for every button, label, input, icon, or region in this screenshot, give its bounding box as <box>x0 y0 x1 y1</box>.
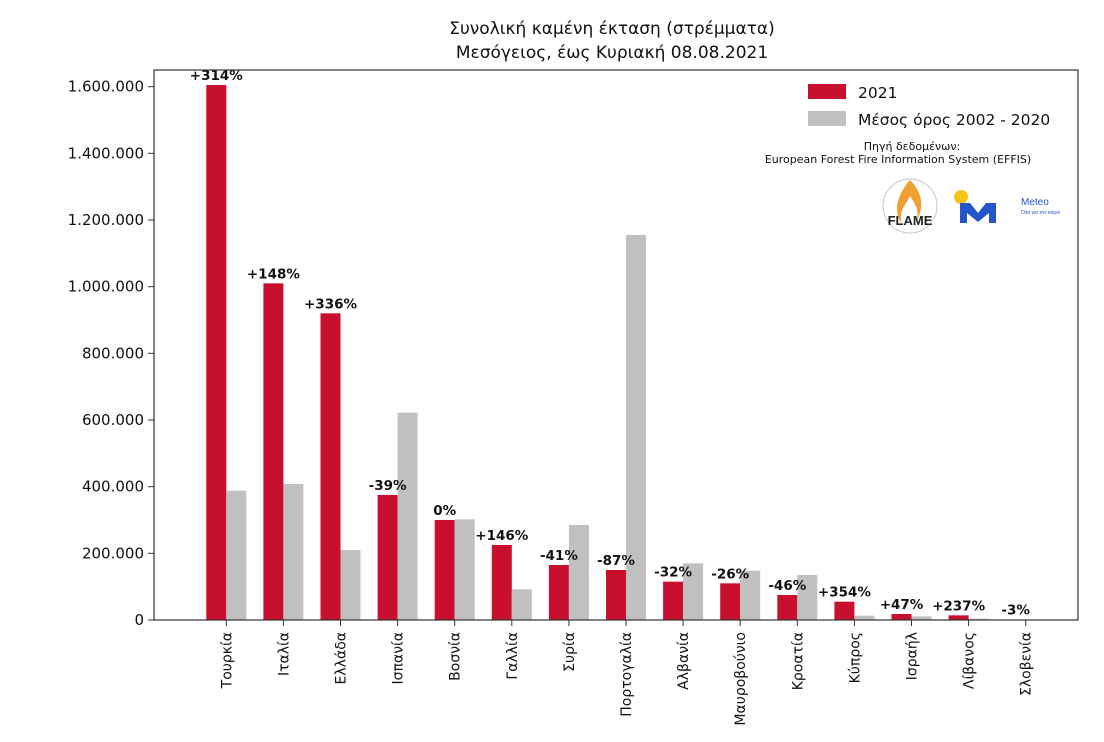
x-tick-label: Γαλλία <box>505 632 521 680</box>
bar-2021 <box>263 283 284 620</box>
data-label-change: +148% <box>247 266 300 282</box>
bar-average <box>854 615 875 620</box>
source-heading: Πηγή δεδομένων: <box>864 140 961 153</box>
data-label-change: +314% <box>190 68 243 84</box>
bar-2021 <box>377 495 398 620</box>
bar-average <box>568 525 589 620</box>
data-label-change: +336% <box>304 296 357 312</box>
bar-average <box>226 490 247 620</box>
legend: 2021 Μέσος όρος 2002 - 2020 <box>808 84 1050 129</box>
bar-average <box>454 519 475 620</box>
x-axis: Τουρκία Ιταλία Ελλάδα Ισπανία Βοσνία Γαλλία Συ… <box>219 620 1035 726</box>
flame-icon <box>897 180 922 224</box>
data-label-change: +47% <box>880 597 924 613</box>
legend-swatch-2021 <box>808 84 846 99</box>
data-label-change: -46% <box>768 578 806 594</box>
meteo-m-icon <box>960 203 996 223</box>
meteo-logo: Meteo Όλα για τον καιρό <box>954 190 1060 223</box>
bar-2021 <box>491 545 512 620</box>
plot-frame <box>153 69 1079 621</box>
x-tick-label: Ιταλία <box>276 632 292 676</box>
bar-2021 <box>663 581 684 620</box>
legend-swatch-average <box>808 111 846 126</box>
bar-average <box>797 575 818 620</box>
x-tick-label: Λίβανος <box>962 632 978 689</box>
x-tick-label: Ισραήλ <box>905 632 921 680</box>
bar-2021 <box>834 601 855 620</box>
chart-subtitle: Μεσόγειος, έως Κυριακή 08.08.2021 <box>456 43 768 63</box>
bar-average <box>740 570 761 620</box>
bar-average <box>683 563 704 620</box>
x-tick-label: Κροατία <box>790 632 806 690</box>
bar-average <box>511 589 532 620</box>
legend-label-average: Μέσος όρος 2002 - 2020 <box>858 111 1050 129</box>
meteo-sun-icon <box>954 190 968 204</box>
x-tick-label: Τουρκία <box>219 632 235 689</box>
x-tick-label: Πορτογαλία <box>619 632 635 717</box>
x-tick-label: Αλβανία <box>676 632 692 690</box>
bar-average <box>283 484 304 620</box>
data-label-change: +237% <box>932 598 985 614</box>
data-labels-layer: +314% +148%+336% -39% 0% +146% -41% -87% -32% -2… <box>190 68 1031 619</box>
y-tick-label: 0 <box>134 611 144 629</box>
data-label-change: +354% <box>818 585 871 601</box>
x-tick-label: Μαυροβούνιο <box>733 632 749 726</box>
y-tick-label: 1.000.000 <box>68 278 144 296</box>
y-tick-label: 1.400.000 <box>68 144 144 162</box>
bar-2021 <box>720 583 741 620</box>
data-label-change: -39% <box>369 478 407 494</box>
bar-2021 <box>548 565 569 620</box>
flame-logo-ring <box>882 178 938 234</box>
source-text: European Forest Fire Information System … <box>765 153 1031 166</box>
x-tick-label: Βοσνία <box>448 632 464 681</box>
x-tick-label: Κύπρος <box>847 632 863 683</box>
y-tick-label: 600.000 <box>82 411 144 429</box>
bar-2021 <box>320 313 341 620</box>
y-axis: 0 200.000 400.000 600.000 800.000 1.000.000 1.… <box>68 78 154 629</box>
data-label-change: +146% <box>475 528 528 544</box>
x-tick-label: Ελλάδα <box>334 632 350 684</box>
bar-average <box>397 412 418 620</box>
data-label-change: -26% <box>711 566 749 582</box>
bar-2021 <box>434 520 455 620</box>
x-tick-label: Συρία <box>562 632 578 672</box>
data-label-change: -41% <box>540 548 578 564</box>
data-label-change: 0% <box>433 503 456 519</box>
y-tick-label: 1.200.000 <box>68 211 144 229</box>
data-label-change: -3% <box>1001 603 1030 619</box>
flame-logo: FLAME <box>882 178 938 234</box>
bar-average <box>626 235 646 620</box>
data-label-change: -87% <box>597 553 635 569</box>
data-label-change: -32% <box>654 565 692 581</box>
bar-2021 <box>206 85 227 620</box>
legend-label-2021: 2021 <box>858 84 897 102</box>
x-tick-label: Σλοβενία <box>1019 632 1035 696</box>
y-tick-label: 400.000 <box>82 478 144 496</box>
chart-title: Συνολική καμένη έκταση (στρέμματα) <box>449 19 775 39</box>
y-tick-label: 200.000 <box>82 544 144 562</box>
y-tick-label: 1.600.000 <box>68 78 144 96</box>
bar-2021 <box>891 614 912 620</box>
bar-2021 <box>606 570 626 620</box>
bar-average <box>340 550 361 620</box>
flame-logo-text: FLAME <box>888 213 933 228</box>
bars-layer <box>206 85 1046 621</box>
bar-average <box>911 616 932 620</box>
bar-average <box>968 618 989 620</box>
meteo-logo-text: Meteo <box>1021 197 1049 208</box>
bar-2021 <box>777 595 798 620</box>
meteo-logo-subtext: Όλα για τον καιρό <box>1020 209 1060 216</box>
y-tick-label: 800.000 <box>82 344 144 362</box>
bar-2021 <box>948 615 969 620</box>
x-tick-label: Ισπανία <box>391 632 407 684</box>
